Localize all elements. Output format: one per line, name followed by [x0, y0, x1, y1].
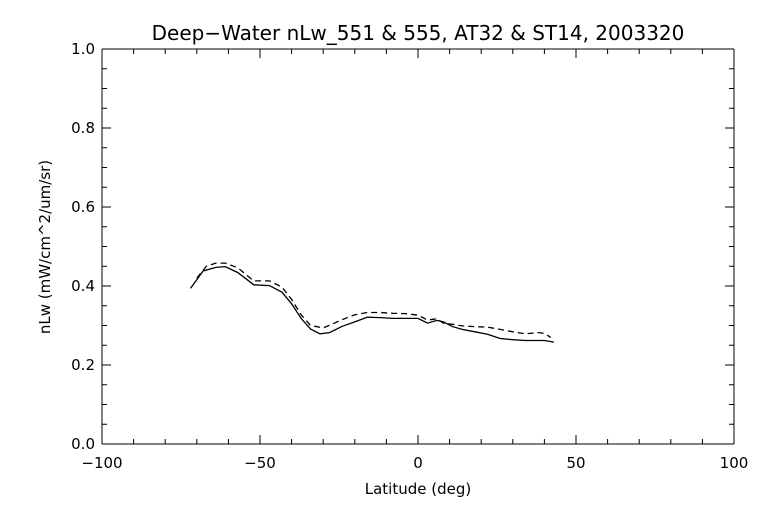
- series-line-dashed: [196, 262, 552, 338]
- plot-axes: [101, 48, 735, 445]
- y-tick-label: 0.4: [71, 277, 95, 295]
- chart-title: Deep−Water nLw_551 & 555, AT32 & ST14, 2…: [152, 21, 685, 45]
- y-tick-label: 1.0: [71, 40, 95, 58]
- x-tick-label: −50: [244, 454, 276, 472]
- x-axis-label: Latitude (deg): [365, 480, 471, 498]
- y-tick-label: 0.6: [71, 198, 95, 216]
- axis-tick-labels: −100 −50 0 50 100 0.0 0.2 0.4 0.6 0.8 1.0: [71, 40, 748, 472]
- y-tick-label: 0.0: [71, 435, 95, 453]
- y-axis-label: nLw (mW/cm^2/um/sr): [36, 160, 54, 334]
- x-tick-label: 100: [720, 454, 749, 472]
- data-series: [189, 262, 555, 343]
- y-tick-label: 0.2: [71, 356, 95, 374]
- x-tick-label: 50: [566, 454, 585, 472]
- series-line-solid: [189, 265, 555, 343]
- x-tick-label: 0: [413, 454, 423, 472]
- axis-ticks: [101, 48, 735, 445]
- x-tick-label: −100: [81, 454, 122, 472]
- y-tick-label: 0.8: [71, 119, 95, 137]
